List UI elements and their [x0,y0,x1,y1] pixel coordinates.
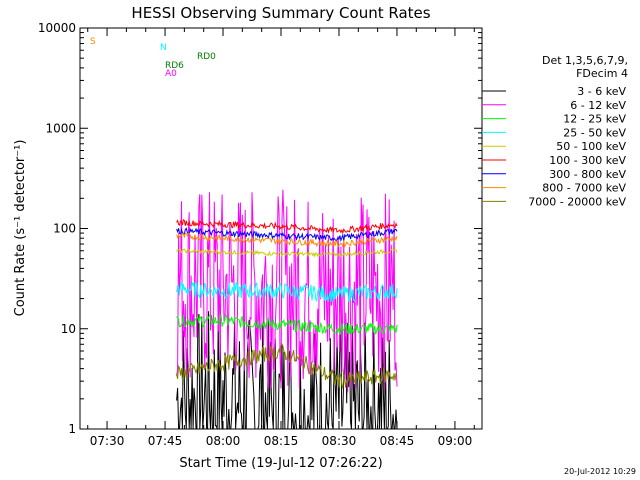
legend-label: 7000 - 20000 keV [528,195,626,208]
legend-label: 6 - 12 keV [570,99,626,112]
x-tick-label: 08:00 [206,434,241,448]
y-tick-label: 1000 [45,121,76,135]
legend-label: 800 - 7000 keV [542,182,626,195]
y-axis-label: Count Rate (s⁻¹ detector⁻¹) [13,140,28,317]
x-tick-label: 09:00 [438,434,473,448]
legend-header-line-2: FDecim 4 [576,67,628,80]
axis-ticks: 07:30 07:45 08:00 08:15 08:30 08:45 09:00 1 10 10… [38,21,482,448]
x-tick-label: 07:30 [90,434,125,448]
flag-label: S [90,37,96,47]
series-line [176,280,398,303]
series-line [176,232,398,248]
x-axis-label: Start Time (19-Jul-12 07:26:22) [179,456,382,471]
legend-label: 100 - 300 keV [549,154,626,167]
legend-label: 50 - 100 keV [556,140,626,153]
series-line [176,227,398,243]
x-tick-label: 08:30 [322,434,357,448]
x-tick-label: 08:45 [380,434,415,448]
x-tick-label: 08:15 [264,434,299,448]
flag-label: A0 [165,69,177,79]
y-tick-label: 10000 [38,21,76,35]
legend-label: 12 - 25 keV [563,113,626,126]
footer-date: 20-Jul-2012 10:29 [564,467,636,476]
y-tick-label: 100 [53,222,76,236]
flag-label: RD6 [165,61,184,71]
x-tick-label: 07:45 [148,434,183,448]
series-line [176,247,398,258]
chart-title: HESSI Observing Summary Count Rates [131,4,430,22]
legend-label: 300 - 800 keV [549,168,626,181]
flag-label: N [160,43,167,53]
y-tick-label: 10 [61,322,76,336]
series-line [176,219,398,235]
flag-label: RD0 [197,52,216,62]
series-line [176,342,398,389]
legend-label: 3 - 6 keV [577,85,626,98]
series-line [176,313,398,335]
y-tick-label: 1 [68,422,76,436]
legend-label: 25 - 50 keV [563,126,626,139]
legend-header-line-1: Det 1,3,5,6,7,9, [542,54,628,67]
